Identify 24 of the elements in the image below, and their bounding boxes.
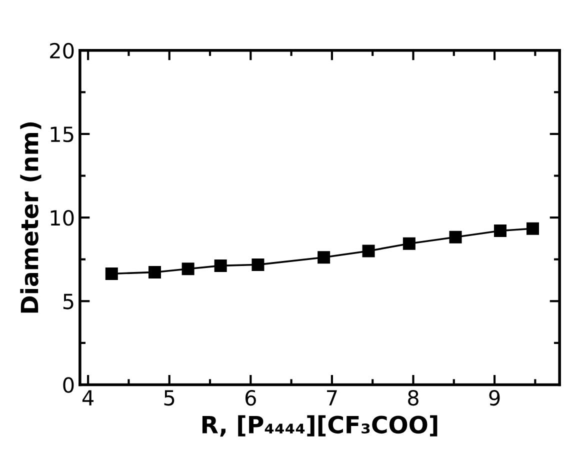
x-axis-title: R, [P₄₄₄₄][CF₃COO] — [202, 415, 438, 437]
x-tick-label: 6 — [245, 390, 256, 406]
x-tick-label: 5 — [164, 390, 174, 406]
x-tick-label: 8 — [408, 390, 418, 406]
point — [526, 222, 540, 235]
point — [105, 267, 118, 280]
x-tick-label: 9 — [489, 390, 500, 406]
y-tick-label: 0 — [63, 377, 74, 393]
y-tick-label: 15 — [50, 126, 74, 142]
point — [449, 230, 462, 244]
y-axis-title: Diameter (nm) — [20, 122, 42, 313]
y-tick-label: 10 — [50, 210, 74, 226]
point — [362, 244, 375, 258]
point — [402, 237, 416, 250]
point — [214, 259, 227, 272]
point — [494, 224, 506, 238]
y-tick-label: 5 — [63, 294, 74, 310]
x-tick-label: 4 — [82, 390, 94, 406]
x-tick-label: 7 — [327, 390, 337, 406]
point — [252, 258, 264, 271]
point — [318, 251, 330, 264]
point — [148, 266, 161, 278]
point — [182, 262, 194, 276]
y-tick-label: 20 — [50, 42, 74, 59]
